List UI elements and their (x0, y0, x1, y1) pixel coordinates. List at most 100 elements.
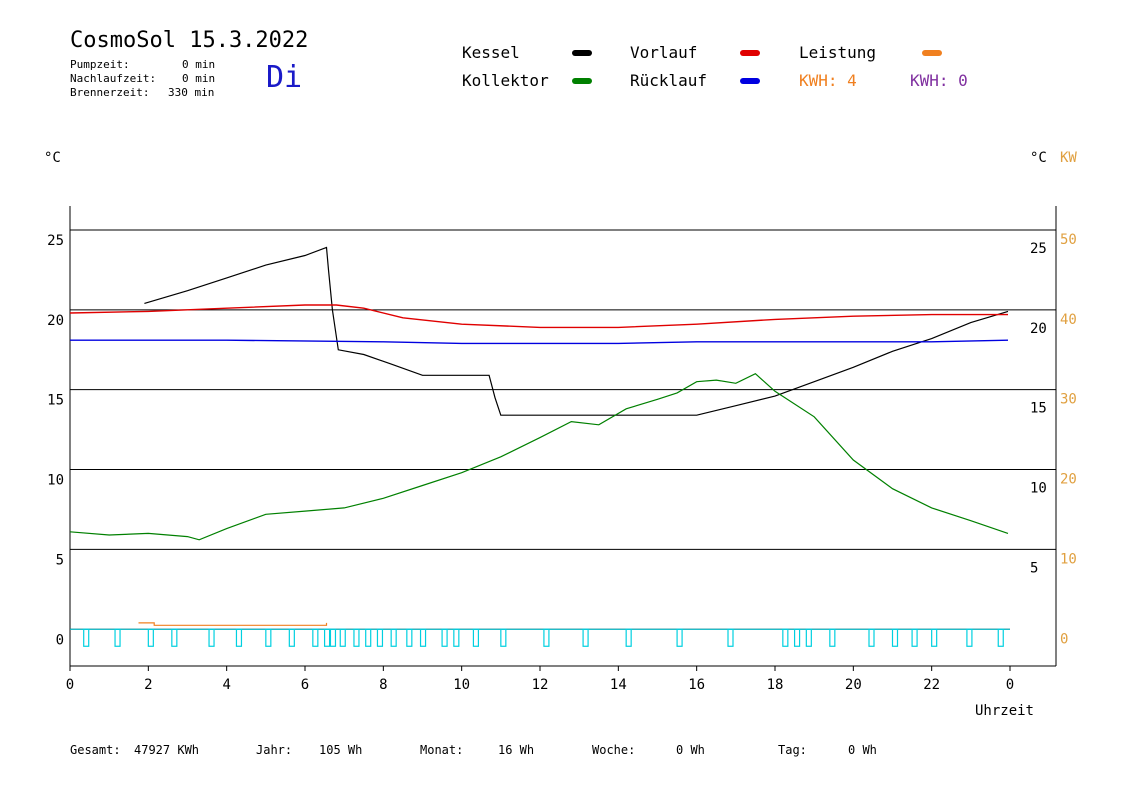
y-right-c-tick-label: 20 (1030, 321, 1047, 337)
footer-monat-value: 16 Wh (498, 743, 535, 757)
legend-kwh-purple: KWH: 0 (910, 71, 968, 90)
pump-pulse (997, 628, 1004, 647)
pump-pulse (676, 628, 683, 647)
y-right-c-tick-label: 25 (1030, 241, 1047, 257)
pump-pulse (441, 628, 448, 647)
footer-gesamt-value: 47927 KWh (134, 743, 200, 757)
pump-pulse (500, 628, 507, 647)
y-left-tick-label: 5 (56, 552, 64, 568)
x-tick-label: 18 (767, 677, 784, 693)
pump-pulse (419, 628, 427, 647)
x-tick-label: 0 (66, 677, 74, 693)
right-axis-unit-c: °C (1030, 150, 1047, 166)
y-right-kw-tick-label: 0 (1060, 631, 1068, 647)
pump-pulse (323, 628, 331, 647)
series-line-vorlauf (69, 304, 1008, 329)
y-left-tick-label: 10 (47, 473, 64, 489)
pump-pulse (805, 628, 812, 647)
pump-pulse (376, 628, 384, 647)
y-right-kw-tick-label: 30 (1060, 392, 1077, 408)
x-tick-label: 10 (453, 677, 470, 693)
y-right-kw-tick-label: 40 (1060, 312, 1077, 328)
pump-pulse (931, 628, 938, 647)
x-tick-label: 16 (688, 677, 705, 693)
pump-pulse (329, 628, 337, 647)
x-tick-label: 22 (923, 677, 940, 693)
stat-brennerzeit-value: 330 min (168, 86, 215, 99)
stat-pumpzeit-value: 0 min (182, 58, 216, 71)
y-right-kw-tick-label: 10 (1060, 551, 1077, 567)
y-left-tick-label: 0 (56, 632, 64, 648)
pump-pulses (70, 628, 1010, 647)
x-tick-label: 14 (610, 677, 627, 693)
legend-ruecklauf-label: Rücklauf (630, 71, 708, 90)
footer-tag-value: 0 Wh (848, 743, 877, 757)
footer-woche-label: Woche: (592, 743, 636, 757)
pump-pulse (406, 628, 413, 647)
stat-nachlaufzeit-value: 0 min (182, 72, 216, 85)
pump-pulse (208, 628, 215, 647)
pump-pulse (966, 628, 973, 647)
y-right-kw-tick-label: 50 (1060, 232, 1077, 248)
footer-gesamt-label: Gesamt: (70, 743, 121, 757)
x-tick-label: 12 (532, 677, 549, 693)
x-tick-label: 6 (301, 677, 309, 693)
footer-monat-label: Monat: (420, 743, 464, 757)
legend-kollektor-swatch (572, 78, 592, 84)
chart-tick-labels: 0 5 10 15 20 25 5 10 15 20 25 0 10 20 30 40 50 0 2 4 6 8 10 12 1… (47, 232, 1077, 719)
y-left-tick-label: 25 (47, 233, 64, 249)
pump-pulse (312, 628, 319, 647)
stat-brennerzeit-label: Brennerzeit: (70, 86, 150, 99)
footer-jahr-label: Jahr: (256, 743, 293, 757)
pump-pulse (582, 628, 589, 647)
legend-leistung-swatch (922, 50, 942, 56)
pump-pulse (782, 628, 789, 647)
pump-pulse (868, 628, 875, 647)
pump-pulse (891, 628, 899, 647)
weekday-label: Di (266, 60, 303, 95)
footer-woche-value: 0 Wh (676, 743, 705, 757)
pump-pulse (453, 628, 460, 647)
pump-pulse (390, 628, 397, 647)
x-tick-label: 4 (222, 677, 230, 693)
y-right-kw-tick-label: 20 (1060, 472, 1077, 488)
chart-grid (70, 229, 1056, 630)
y-right-c-tick-label: 5 (1030, 560, 1038, 576)
footer-tag-label: Tag: (778, 743, 807, 757)
page-title: CosmoSol 15.3.2022 (70, 28, 309, 53)
right-axis-unit-kw: KW (1060, 150, 1077, 166)
y-left-tick-label: 20 (47, 313, 64, 329)
footer-jahr-value: 105 Wh (319, 743, 363, 757)
legend-leistung-label: Leistung (799, 43, 877, 62)
pump-pulse (339, 628, 346, 647)
pump-pulse (114, 628, 121, 647)
x-axis-label: Uhrzeit (975, 703, 1034, 719)
legend-vorlauf-label: Vorlauf (630, 43, 698, 62)
x-tick-label: 8 (379, 677, 387, 693)
series-line-ruecklauf (70, 339, 1009, 345)
legend-kollektor-label: Kollektor (462, 71, 549, 90)
pump-pulse (147, 628, 154, 647)
pump-pulse (911, 628, 918, 647)
series-line-kollektor (69, 372, 1009, 541)
pump-pulse (829, 628, 836, 647)
stat-pumpzeit-label: Pumpzeit: (70, 58, 130, 71)
pump-pulse (83, 628, 90, 647)
y-left-tick-label: 15 (47, 393, 64, 409)
y-right-c-tick-label: 10 (1030, 481, 1047, 497)
chart-axes (69, 206, 1057, 671)
pump-pulse (793, 628, 801, 647)
pump-pulse (288, 628, 295, 647)
pump-pulse (235, 628, 243, 647)
legend-vorlauf-swatch (740, 50, 760, 56)
legend-kessel-swatch (572, 50, 592, 56)
stat-nachlaufzeit-label: Nachlaufzeit: (70, 72, 157, 85)
series-line-kessel (144, 246, 1009, 416)
y-right-c-tick-label: 15 (1030, 401, 1047, 417)
legend-ruecklauf-swatch (740, 78, 760, 84)
left-axis-unit: °C (44, 150, 61, 166)
pump-pulse (171, 628, 178, 647)
pump-pulse (472, 628, 480, 647)
pump-pulse (353, 628, 360, 647)
pump-pulse (543, 628, 550, 647)
